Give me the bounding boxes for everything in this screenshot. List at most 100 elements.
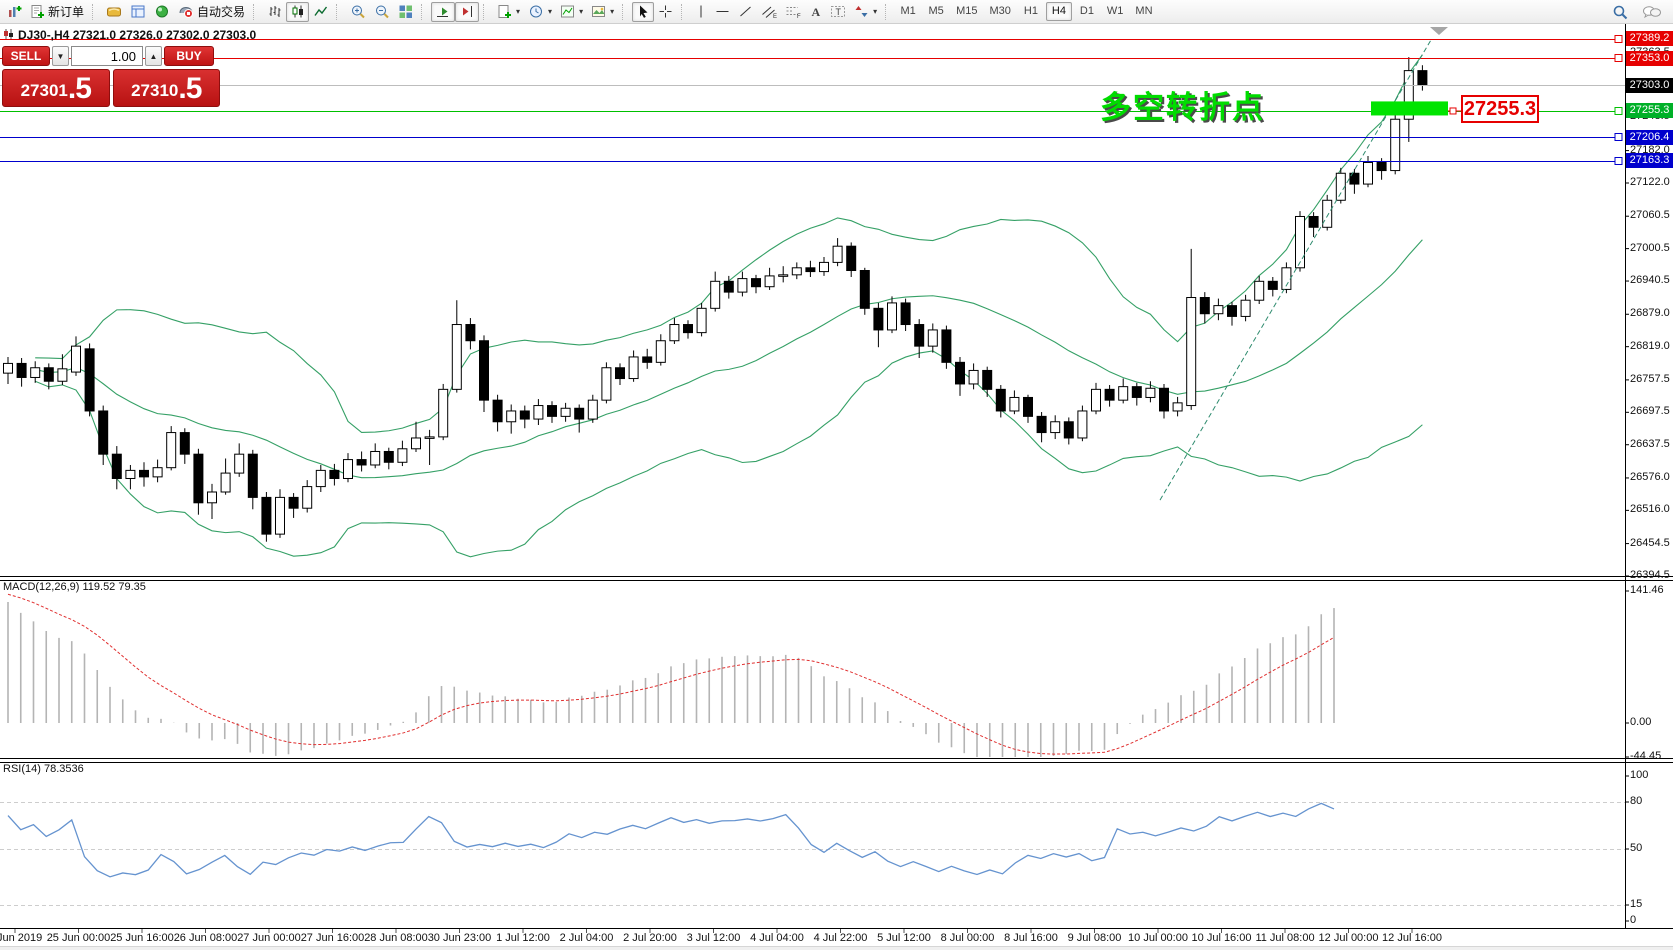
- new-order-button[interactable]: 新订单: [26, 2, 88, 22]
- indicators-menu-button[interactable]: ▾: [556, 2, 587, 22]
- text-button[interactable]: A: [805, 2, 826, 22]
- candlestick-button[interactable]: [286, 1, 310, 22]
- caret-down-icon: ▾: [610, 7, 615, 16]
- auto-scroll-icon: [435, 4, 451, 19]
- tile-windows-button[interactable]: [394, 2, 417, 22]
- indicators-icon: [560, 4, 575, 19]
- zoom-in-button[interactable]: [346, 2, 370, 22]
- chart-shift-icon: [459, 4, 475, 19]
- line-chart-button[interactable]: [309, 2, 332, 22]
- macd-signal-line: [7, 593, 1335, 755]
- arrows-menu-button[interactable]: ▾: [850, 2, 881, 22]
- templates-menu-button[interactable]: ▾: [587, 2, 618, 22]
- bar-chart-button[interactable]: [263, 2, 286, 22]
- text-label-button[interactable]: T: [826, 2, 850, 22]
- svg-text:E: E: [773, 14, 777, 19]
- channel-icon: E: [761, 4, 777, 19]
- search-button[interactable]: [1608, 2, 1632, 22]
- chart-shift-marker-icon[interactable]: [1430, 27, 1448, 35]
- volume-increase-button[interactable]: ▲: [145, 46, 162, 66]
- timeframe-button-MN[interactable]: MN: [1135, 5, 1153, 17]
- macd-histogram: [7, 602, 1335, 757]
- new-order-icon: [30, 4, 45, 19]
- macd-indicator-label: MACD(12,26,9) 119.52 79.35: [3, 581, 146, 593]
- cursor-icon: [636, 4, 650, 19]
- horizontal-line-button[interactable]: [711, 2, 734, 22]
- bar-chart-icon: [267, 4, 282, 19]
- new-chart-menu-button[interactable]: ▾: [493, 2, 524, 22]
- timeframe-button-W1[interactable]: W1: [1106, 5, 1124, 17]
- price-tag-label[interactable]: 27255.3: [1461, 95, 1539, 123]
- toolbar-separator: [483, 3, 490, 20]
- toolbar-right: [1608, 2, 1670, 22]
- vertical-line-button[interactable]: [691, 2, 711, 22]
- fibonacci-button[interactable]: F: [781, 2, 805, 22]
- market-watch-button[interactable]: [102, 2, 126, 22]
- chart-title-text: DJ30-,H4 27321.0 27326.0 27302.0 27303.0: [18, 28, 257, 42]
- trendline-object[interactable]: [1159, 37, 1433, 501]
- buy-button[interactable]: BUY: [164, 46, 214, 66]
- zoom-out-icon: [374, 4, 390, 19]
- timeframe-button-H1[interactable]: H1: [1023, 5, 1038, 17]
- svg-text:T: T: [836, 7, 842, 17]
- navigator-icon: [154, 4, 170, 19]
- trendline-button[interactable]: [734, 2, 757, 22]
- line-chart-icon: [313, 4, 328, 19]
- auto-scroll-button[interactable]: [431, 1, 456, 22]
- chart-shift-button[interactable]: [455, 1, 480, 22]
- new-order-label: 新订单: [48, 5, 85, 19]
- highlight-rectangle-object[interactable]: [1371, 101, 1448, 116]
- equidistant-channel-button[interactable]: E: [757, 2, 781, 22]
- text-icon: A: [809, 4, 822, 19]
- horizontal-line-icon: [715, 4, 730, 19]
- zoom-in-icon: [350, 4, 366, 19]
- symbol-icon: [3, 28, 14, 42]
- timeframe-button-M30[interactable]: M30: [989, 5, 1011, 17]
- arrows-icon: [854, 4, 869, 19]
- volume-input[interactable]: [71, 46, 143, 66]
- sell-price-panel[interactable]: 27301 .5: [2, 69, 110, 107]
- autotrading-label: 自动交易: [197, 5, 246, 19]
- timeframe-button-M5[interactable]: M5: [928, 5, 944, 17]
- autotrading-icon: [178, 4, 194, 19]
- crosshair-button[interactable]: [654, 2, 677, 22]
- cursor-button[interactable]: [632, 1, 655, 22]
- buy-price-fraction: .5: [178, 72, 202, 105]
- rsi-indicator-label: RSI(14) 78.3536: [3, 763, 84, 775]
- toolbar-separator: [421, 3, 428, 20]
- sell-price: 27301: [20, 81, 68, 100]
- data-window-button[interactable]: [126, 2, 150, 22]
- rsi-line: [7, 802, 1335, 878]
- svg-text:F: F: [797, 14, 801, 19]
- timeframe-button-M1[interactable]: M1: [900, 5, 916, 17]
- autotrading-button[interactable]: 自动交易: [174, 2, 249, 22]
- sell-button[interactable]: SELL: [2, 46, 50, 66]
- volume-decrease-button[interactable]: ▼: [52, 46, 69, 66]
- buy-price-panel[interactable]: 27310 .5: [112, 69, 220, 107]
- chart-text-annotation[interactable]: 多空转折点: [1100, 90, 1265, 125]
- clock-icon: [528, 4, 544, 19]
- chart-plus-icon: [7, 4, 22, 19]
- toolbar-separator: [885, 3, 892, 20]
- market-watch-icon: [106, 4, 122, 19]
- new-chart-menu-icon: [497, 4, 512, 19]
- timeframe-group: M1 M5 M15 M30 H1 H4 D1 W1 MN: [895, 2, 1157, 21]
- candlestick-series: [3, 57, 1428, 542]
- toolbar-separator: [681, 3, 688, 20]
- sell-price-fraction: .5: [67, 72, 92, 105]
- toolbar-separator: [336, 3, 343, 20]
- timeframe-button-H4[interactable]: H4: [1045, 2, 1072, 21]
- vertical-line-icon: [695, 4, 707, 19]
- periods-menu-button[interactable]: ▾: [524, 2, 556, 22]
- one-click-trade-panel: SELL ▼ ▲ BUY 27301 .5 27310 .5: [2, 46, 220, 107]
- timeframe-button-M15[interactable]: M15: [956, 5, 978, 17]
- navigator-button[interactable]: [150, 2, 174, 22]
- timeframe-button-D1[interactable]: D1: [1079, 5, 1094, 17]
- zoom-out-button[interactable]: [370, 2, 394, 22]
- caret-down-icon: ▾: [873, 7, 878, 16]
- search-icon: [1612, 4, 1628, 20]
- new-chart-button[interactable]: [3, 2, 26, 22]
- comments-button[interactable]: [1638, 2, 1666, 22]
- price-level-lines: [0, 35, 1625, 165]
